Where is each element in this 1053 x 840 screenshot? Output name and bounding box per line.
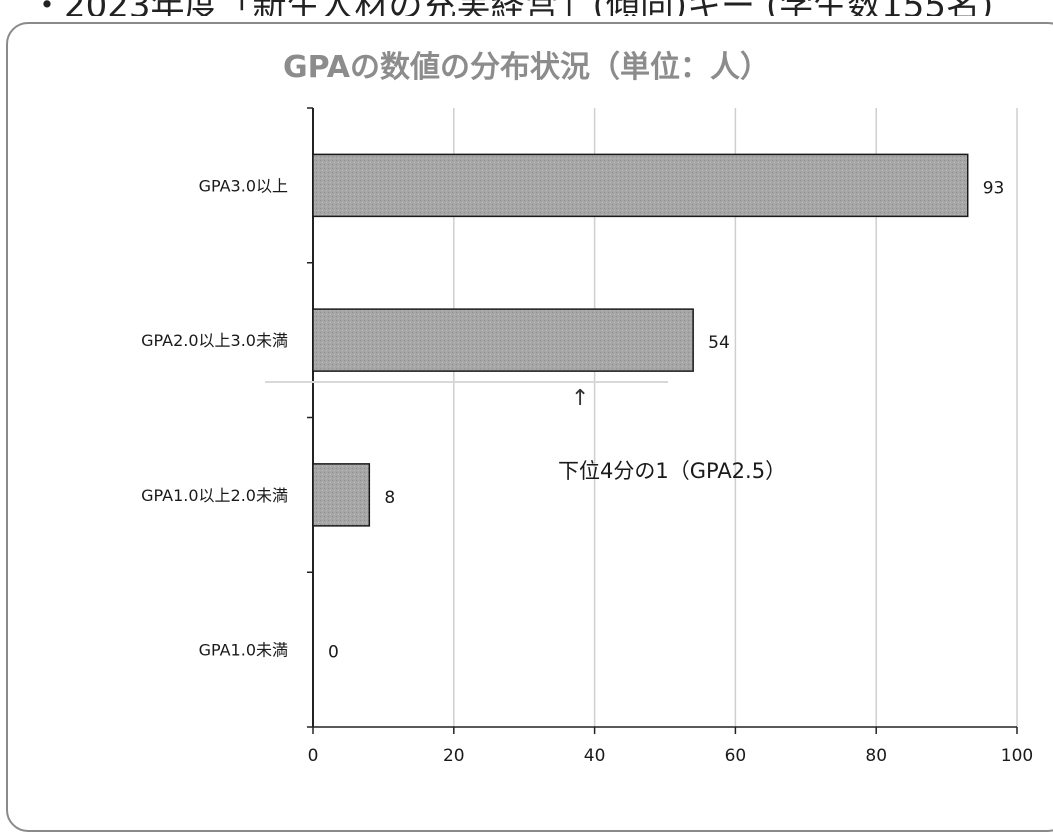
- category-label-3: GPA1.0未満: [199, 641, 288, 660]
- bar-2: [312, 463, 371, 527]
- header-strip: ・2023年度「新生人材の充実経営」(傾向)キー (学生数155名): [0, 0, 1053, 16]
- x-tick-label-60: 60: [725, 746, 747, 766]
- x-tick-label-40: 40: [584, 746, 606, 766]
- x-tick-label-20: 20: [443, 746, 465, 766]
- category-label-2: GPA1.0以上2.0未満: [141, 486, 288, 505]
- category-label-1: GPA2.0以上3.0未満: [141, 331, 288, 350]
- bar-1: [312, 308, 694, 372]
- x-tick-label-80: 80: [865, 746, 887, 766]
- annotation-arrow: ↑: [571, 386, 590, 411]
- header-text: ・2023年度「新生人材の充実経営」(傾向)キー (学生数155名): [30, 0, 993, 16]
- chart-title: GPAの数値の分布状況（単位：人）: [282, 50, 771, 85]
- data-label-3: 0: [328, 643, 339, 663]
- data-label-0: 93: [983, 178, 1005, 198]
- bar-0: [312, 153, 969, 218]
- data-label-1: 54: [708, 333, 730, 353]
- x-tick-label-100: 100: [1001, 746, 1033, 766]
- annotation-label: 下位4分の1（GPA2.5）: [558, 459, 787, 483]
- category-label-0: GPA3.0以上: [199, 176, 288, 195]
- x-tick-label-0: 0: [308, 746, 319, 766]
- data-label-2: 8: [384, 488, 395, 508]
